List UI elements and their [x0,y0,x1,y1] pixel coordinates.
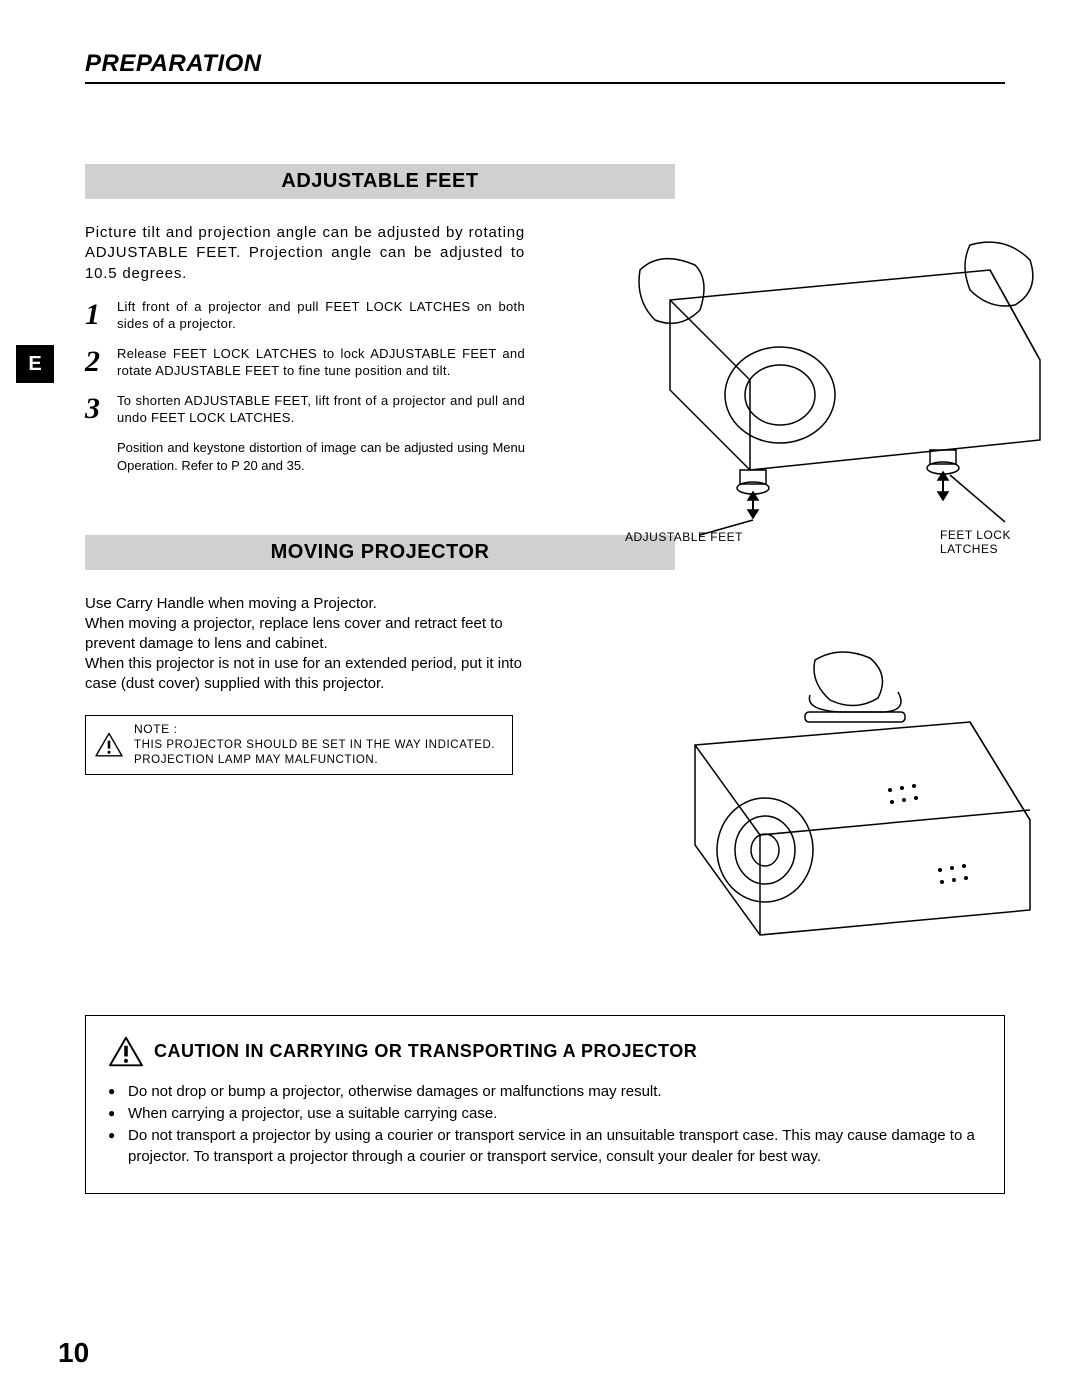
step-row: 3 To shorten ADJUSTABLE FEET, lift front… [85,392,525,427]
projector-carry-illustration [640,640,1060,950]
illustration-moving-projector [640,640,1060,950]
adjustable-feet-note: Position and keystone distortion of imag… [117,439,525,475]
step-text: Lift front of a projector and pull FEET … [117,298,525,333]
step-number: 1 [85,298,117,330]
moving-projector-para: Use Carry Handle when moving a Projector… [85,594,555,693]
step-number: 3 [85,392,117,424]
note-title: NOTE : [134,722,504,738]
caution-list: Do not drop or bump a projector, otherwi… [108,1082,982,1167]
heading-moving-projector: MOVING PROJECTOR [85,535,675,570]
caution-item: Do not transport a projector by using a … [108,1126,982,1167]
step-row: 1 Lift front of a projector and pull FEE… [85,298,525,333]
caution-title: CAUTION IN CARRYING OR TRANSPORTING A PR… [154,1041,697,1062]
side-tab: E [16,345,54,383]
label-feet-lock-latches: FEET LOCK LATCHES [940,528,1060,557]
step-text: Release FEET LOCK LATCHES to lock ADJUST… [117,345,525,380]
page-number: 10 [58,1337,89,1369]
steps-list: 1 Lift front of a projector and pull FEE… [85,298,525,427]
warning-icon [94,732,124,758]
adjustable-feet-intro: Picture tilt and projection angle can be… [85,223,525,284]
step-number: 2 [85,345,117,377]
heading-adjustable-feet: ADJUSTABLE FEET [85,164,675,199]
page-content: PREPARATION ADJUSTABLE FEET Picture tilt… [85,50,1005,1194]
caution-item: When carrying a projector, use a suitabl… [108,1104,982,1124]
caution-header: CAUTION IN CARRYING OR TRANSPORTING A PR… [108,1036,982,1068]
note-body: THIS PROJECTOR SHOULD BE SET IN THE WAY … [134,739,495,766]
step-row: 2 Release FEET LOCK LATCHES to lock ADJU… [85,345,525,380]
illustration-adjustable-feet: ADJUSTABLE FEET FEET LOCK LATCHES [610,240,1080,570]
caution-box: CAUTION IN CARRYING OR TRANSPORTING A PR… [85,1015,1005,1194]
step-text: To shorten ADJUSTABLE FEET, lift front o… [117,392,525,427]
note-box: NOTE : THIS PROJECTOR SHOULD BE SET IN T… [85,715,513,774]
warning-icon [108,1036,144,1068]
caution-item: Do not drop or bump a projector, otherwi… [108,1082,982,1102]
label-adjustable-feet: ADJUSTABLE FEET [625,530,743,544]
section-title: PREPARATION [85,50,1005,84]
note-box-text: NOTE : THIS PROJECTOR SHOULD BE SET IN T… [134,722,504,767]
projector-feet-illustration [610,240,1080,540]
